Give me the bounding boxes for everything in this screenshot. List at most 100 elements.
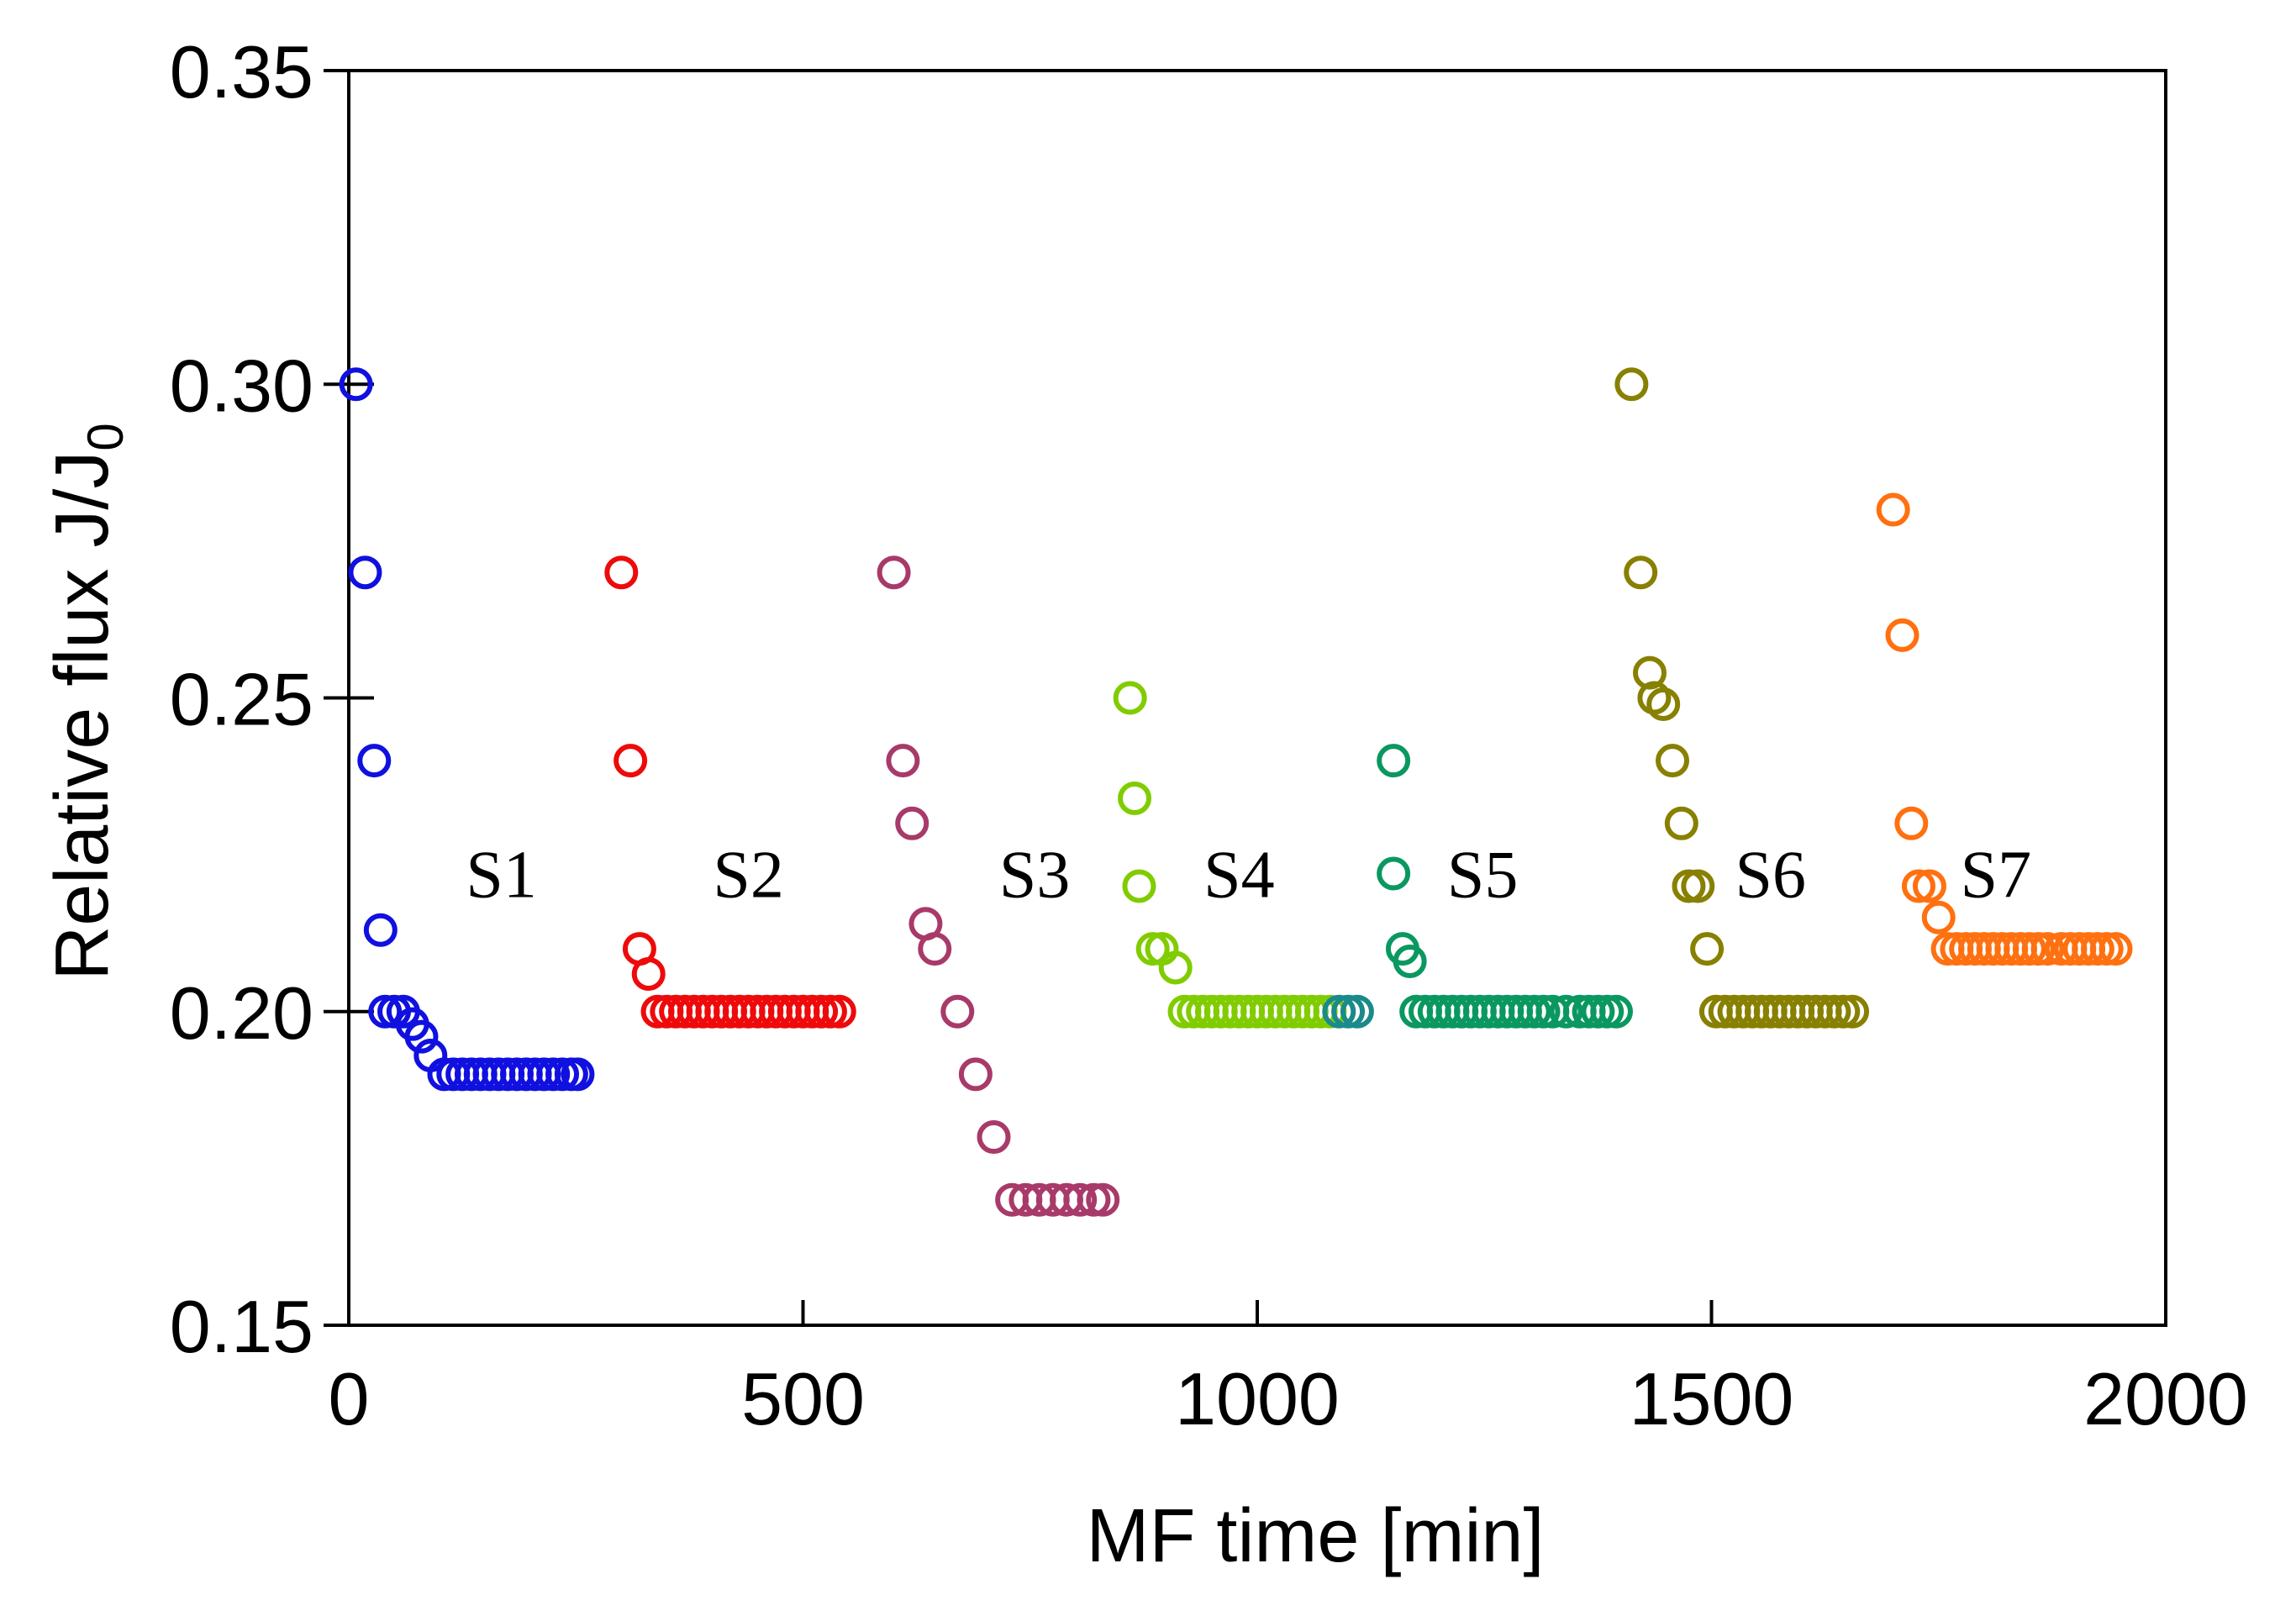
data-point — [822, 994, 856, 1029]
series-s1 — [339, 367, 595, 1092]
data-point — [339, 367, 373, 402]
data-point — [1901, 869, 1935, 903]
x-tick-label: 1000 — [1175, 1357, 1340, 1440]
y-tick-label: 0.15 — [170, 1285, 313, 1368]
y-tick-label: 0.35 — [170, 30, 313, 113]
y-axis-title: Relative flux J/J0 — [40, 423, 134, 981]
data-point — [1876, 492, 1910, 527]
data-point — [1063, 1182, 1098, 1217]
data-point — [1158, 950, 1193, 985]
data-point — [813, 994, 847, 1029]
y-tick-label: 0.20 — [170, 971, 313, 1055]
data-point — [613, 744, 648, 778]
data-point — [1826, 994, 1861, 1029]
data-point — [368, 994, 403, 1029]
axes: 0 500 1000 1500 2000 0.15 0.20 0.25 0.30 0.35 — [170, 30, 2248, 1440]
series-s2 — [604, 555, 856, 1029]
data-point — [1690, 932, 1725, 966]
data-point — [1581, 994, 1615, 1029]
series-s7 — [1876, 492, 2133, 966]
data-point — [940, 994, 975, 1029]
data-point — [1894, 806, 1929, 840]
data-point — [363, 913, 398, 947]
data-point — [1912, 869, 1946, 903]
data-point — [1646, 687, 1681, 721]
data-point — [1113, 681, 1147, 715]
series-s4 — [1113, 681, 1347, 1029]
data-point — [1672, 869, 1706, 903]
series-s6 — [1614, 367, 1870, 1029]
y-axis-title-subscript: 0 — [77, 423, 134, 450]
data-point — [1122, 869, 1156, 903]
data-point — [1377, 744, 1411, 778]
x-tick-label: 500 — [741, 1357, 865, 1440]
data-point — [1664, 806, 1698, 840]
data-point — [2030, 932, 2065, 966]
data-point — [1921, 900, 1956, 934]
data-point — [1517, 994, 1551, 1029]
series-s4-tail — [1322, 994, 1374, 1029]
data-point — [348, 555, 382, 590]
data-point — [958, 1057, 993, 1092]
series-labels: S1 S2 S3 S4 S5 S6 S7 — [466, 839, 2031, 913]
data-point — [1598, 994, 1633, 1029]
x-tick-label: 1500 — [1630, 1357, 1794, 1440]
data-point — [604, 555, 639, 590]
y-tick-label: 0.30 — [170, 344, 313, 427]
data-point — [1624, 555, 1658, 590]
x-axis-title: MF time [min] — [1086, 1494, 1544, 1578]
data-point — [1549, 994, 1583, 1029]
data-point — [1340, 994, 1374, 1029]
data-point — [895, 806, 929, 840]
series-label-s5: S5 — [1447, 839, 1519, 913]
data-point — [561, 1057, 595, 1092]
data-point — [404, 1019, 439, 1054]
data-point — [2021, 932, 2056, 966]
plot-border — [347, 69, 2167, 1327]
data-point — [1135, 932, 1170, 966]
plot-frame — [347, 69, 2167, 1327]
y-tick-label: 0.25 — [170, 658, 313, 741]
data-point — [1086, 1182, 1120, 1217]
series-label-s7: S7 — [1961, 839, 2032, 913]
data-point — [1077, 1182, 1111, 1217]
series-s3 — [877, 555, 1120, 1217]
data-point — [918, 932, 952, 966]
data-point — [1590, 994, 1625, 1029]
data-point — [2080, 932, 2114, 966]
data-point — [1885, 618, 1919, 652]
data-point — [1393, 945, 1427, 979]
data-point — [1681, 869, 1715, 903]
data-point — [1322, 994, 1356, 1029]
data-point — [1377, 856, 1411, 891]
y-axis-title-main: Relative flux J/J — [40, 451, 124, 981]
data-point — [1835, 994, 1870, 1029]
data-point — [1817, 994, 1851, 1029]
series-label-s6: S6 — [1735, 839, 1807, 913]
data-point — [977, 1120, 1011, 1155]
series-label-s2: S2 — [713, 839, 784, 913]
x-tick-label: 2000 — [2083, 1357, 2248, 1440]
series-label-s3: S3 — [999, 839, 1071, 913]
data-point — [2012, 932, 2046, 966]
data-point — [545, 1057, 580, 1092]
data-point — [1656, 744, 1690, 778]
data-point — [357, 744, 392, 778]
data-point — [631, 956, 666, 991]
data-point — [1526, 994, 1561, 1029]
data-point — [804, 994, 839, 1029]
data-point — [886, 744, 920, 778]
data-markers — [339, 367, 2133, 1217]
data-point — [2089, 932, 2124, 966]
series-s5 — [1377, 744, 1633, 1029]
data-point — [877, 555, 911, 590]
data-point — [1118, 781, 1152, 815]
data-point — [536, 1057, 571, 1092]
data-point — [1632, 655, 1667, 690]
data-point — [2099, 932, 2133, 966]
series-label-s4: S4 — [1203, 839, 1275, 913]
x-tick-label: 0 — [329, 1357, 370, 1440]
series-label-s1: S1 — [466, 839, 537, 913]
data-point — [1614, 367, 1649, 402]
